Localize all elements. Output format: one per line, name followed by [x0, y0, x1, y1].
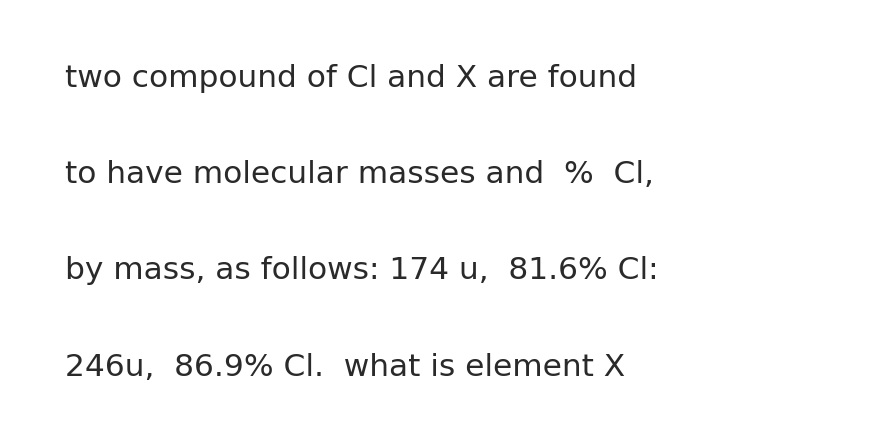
Text: by mass, as follows: 174 u,  81.6% Cl:: by mass, as follows: 174 u, 81.6% Cl: [65, 257, 659, 285]
Text: to have molecular masses and  %  Cl,: to have molecular masses and % Cl, [65, 160, 654, 189]
Text: 246u,  86.9% Cl.  what is element X: 246u, 86.9% Cl. what is element X [65, 353, 625, 382]
Text: two compound of Cl and X are found: two compound of Cl and X are found [65, 64, 637, 93]
